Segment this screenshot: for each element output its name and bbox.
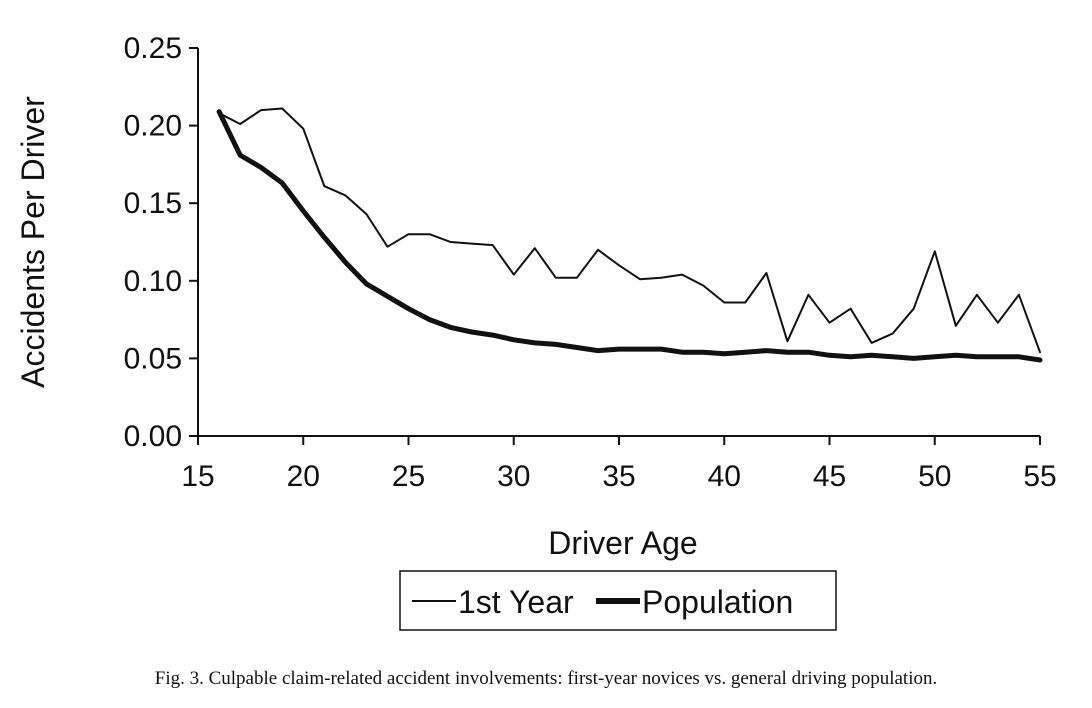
x-tick-label: 35 bbox=[602, 460, 635, 493]
y-tick-label: 0.10 bbox=[124, 265, 182, 298]
y-tick-label: 0.00 bbox=[124, 420, 182, 453]
x-tick-label: 15 bbox=[181, 460, 214, 493]
tick-labels: 0.00 0.05 0.10 0.15 0.20 0.25 15 20 25 30 35 40 45 50… bbox=[124, 32, 1057, 493]
legend-label-1st-year: 1st Year bbox=[458, 584, 574, 620]
tick-marks bbox=[189, 47, 1041, 445]
series-line-population bbox=[216, 109, 1043, 363]
line-chart: 0.00 0.05 0.10 0.15 0.20 0.25 15 20 25 30 35 40 45 50… bbox=[15, 32, 1057, 631]
x-tick-label: 55 bbox=[1023, 460, 1056, 493]
x-tick-label: 30 bbox=[497, 460, 530, 493]
x-tick-label: 45 bbox=[813, 460, 846, 493]
series-lines bbox=[216, 107, 1043, 363]
x-tick-label: 40 bbox=[708, 460, 741, 493]
y-tick-label: 0.15 bbox=[124, 187, 182, 220]
legend: 1st Year Population bbox=[399, 570, 837, 631]
x-tick-label: 25 bbox=[392, 460, 425, 493]
axes bbox=[197, 48, 1040, 437]
y-tick-label: 0.25 bbox=[124, 32, 182, 65]
x-tick-label: 50 bbox=[918, 460, 951, 493]
legend-box bbox=[399, 570, 837, 631]
y-tick-label: 0.05 bbox=[124, 342, 182, 375]
series-line-1st-year bbox=[218, 107, 1041, 354]
figure-caption: Fig. 3. Culpable claim-related accident … bbox=[154, 668, 938, 689]
legend-label-population: Population bbox=[642, 584, 793, 620]
x-tick-label: 20 bbox=[287, 460, 320, 493]
y-axis-title: Accidents Per Driver bbox=[15, 96, 51, 388]
y-tick-label: 0.20 bbox=[124, 110, 182, 143]
x-axis-title: Driver Age bbox=[548, 525, 697, 561]
